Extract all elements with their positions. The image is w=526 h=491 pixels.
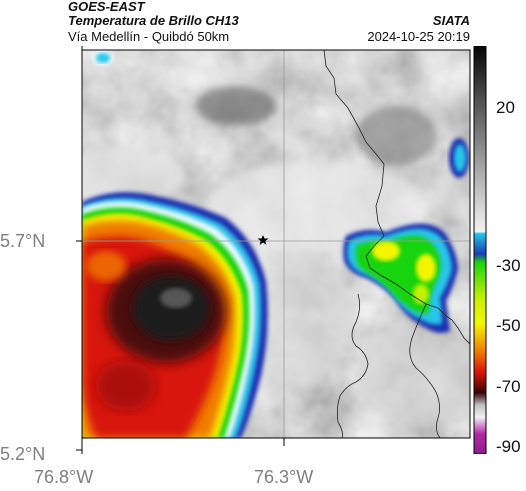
timestamp: 2024-10-25 20:19 (367, 29, 470, 44)
colorbar-label: -50 (496, 316, 521, 335)
colorbar-label: -90 (496, 437, 521, 456)
colorbar-label: -30 (496, 256, 521, 275)
satellite-map[interactable] (66, 46, 471, 454)
lon-label: 76.8°W (34, 467, 94, 487)
lat-label: 5.7°N (0, 231, 46, 251)
colorbar-label: -70 (496, 377, 521, 396)
organization-label: SIATA (432, 13, 470, 28)
colorbar (473, 46, 487, 454)
lat-label: 5.2°N (0, 444, 46, 464)
convective-system-west (82, 192, 268, 438)
border-line-2 (336, 293, 369, 438)
colorbar-gradient (473, 46, 487, 454)
star-marker[interactable] (257, 235, 269, 245)
route-subtitle: Vía Medellín - Quibdó 50km (68, 29, 230, 44)
colorbar-label: 20 (496, 98, 515, 117)
satellite-title: GOES-EAST (68, 0, 145, 14)
lon-label: 76.3°W (254, 467, 314, 487)
convective-system-east (93, 50, 469, 333)
cold-cloud-white-areas (82, 86, 470, 426)
product-title: Temperatura de Brillo CH13 (68, 13, 239, 28)
border-line-3 (409, 303, 441, 438)
